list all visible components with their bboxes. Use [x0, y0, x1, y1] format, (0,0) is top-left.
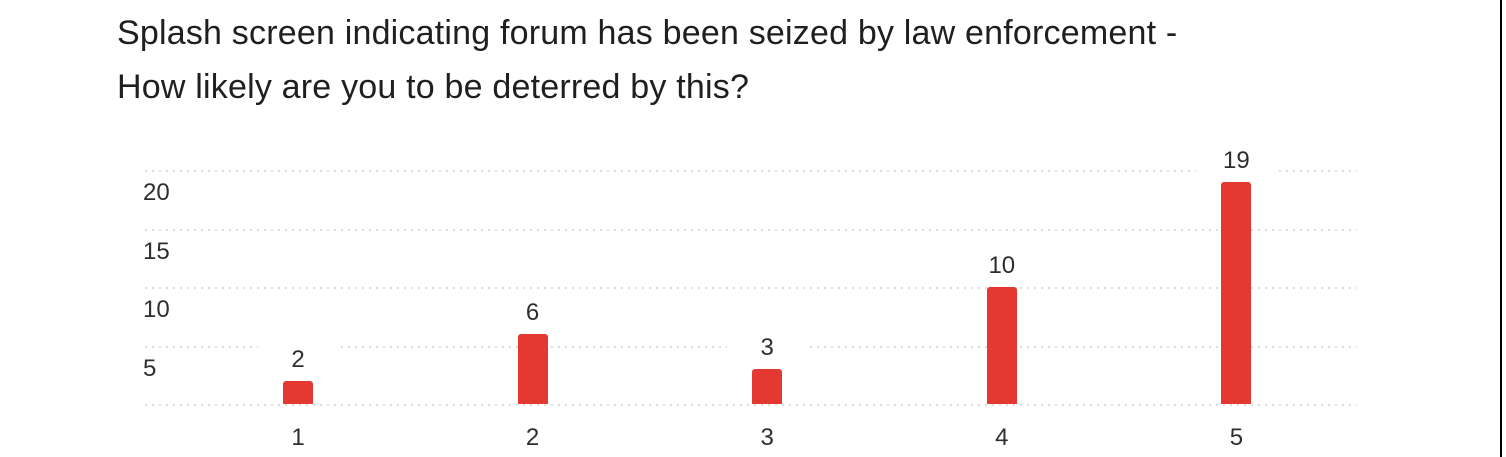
bar-value-label-3: 3: [727, 333, 808, 362]
screenshot-right-edge: [1500, 0, 1502, 457]
bar-value-label-2: 6: [492, 298, 573, 327]
gridline-y10: [145, 287, 1357, 289]
plot-area: 5 10 15 20 2 1 6 2 3 3 10 4 19 5: [143, 0, 1357, 457]
x-axis-tick-label-2: 2: [525, 424, 540, 451]
chart-title: Splash screen indicating forum has been …: [117, 6, 1177, 114]
gridline-y0: [145, 404, 1357, 406]
bar-value-label-4: 10: [961, 252, 1042, 280]
gridline-y20: [145, 170, 1357, 172]
bar-value-label-1: 2: [258, 345, 338, 374]
chart-title-line-2: How likely are you to be deterred by thi…: [117, 68, 750, 106]
bar-category-2: [517, 333, 548, 404]
y-axis-tick-label-15: 15: [143, 237, 170, 265]
chart-title-line-1: Splash screen indicating forum has been …: [117, 14, 1178, 52]
x-axis-tick-label-5: 5: [1229, 424, 1244, 451]
y-axis-tick-label-10: 10: [143, 296, 170, 323]
y-axis-tick-label-5: 5: [143, 354, 157, 382]
gridline-y15: [145, 228, 1357, 231]
bar-category-3: [752, 368, 783, 404]
bar-category-1: [283, 380, 313, 404]
x-axis-tick-label-4: 4: [995, 424, 1009, 451]
x-axis-tick-label-3: 3: [760, 424, 774, 451]
y-axis-tick-label-20: 20: [143, 179, 170, 206]
bar-category-5: [1221, 181, 1252, 404]
bar-value-label-5: 19: [1196, 146, 1277, 175]
bar-category-4: [986, 287, 1017, 404]
x-axis-tick-label-1: 1: [291, 424, 305, 451]
